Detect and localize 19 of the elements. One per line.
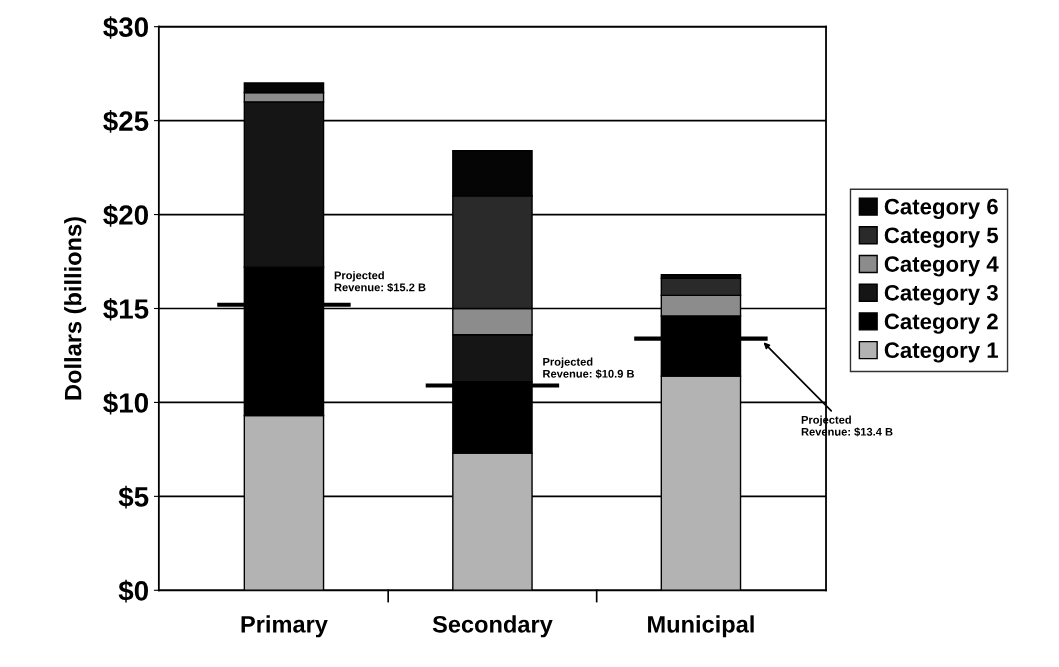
y-axis-title: Dollars (billions): [64, 217, 87, 400]
ref-line-label: Projected Revenue: $15.2 B: [334, 271, 426, 292]
legend-label: Category 3: [884, 284, 998, 306]
ref-line-label: Projected Revenue: $10.9 B: [543, 357, 634, 379]
y-tick-label: $20: [103, 204, 148, 227]
x-tick-label: Secondary: [432, 615, 553, 638]
legend-label: Category 6: [884, 198, 998, 219]
y-tick-label: $10: [103, 391, 148, 415]
legend-label: Category 5: [884, 227, 999, 248]
y-tick-label: $30: [103, 16, 148, 39]
x-tick-label: Primary: [241, 615, 328, 638]
legend-label: Category 4: [884, 256, 999, 277]
legend-label: Category 1: [884, 342, 999, 363]
y-tick-label: $0: [118, 579, 148, 603]
legend-label: Category 2: [884, 313, 998, 334]
y-tick-label: $25: [103, 110, 149, 133]
y-tick-label: $5: [118, 485, 149, 509]
y-tick-label: $15: [103, 297, 149, 321]
x-tick-label: Municipal: [648, 615, 754, 638]
